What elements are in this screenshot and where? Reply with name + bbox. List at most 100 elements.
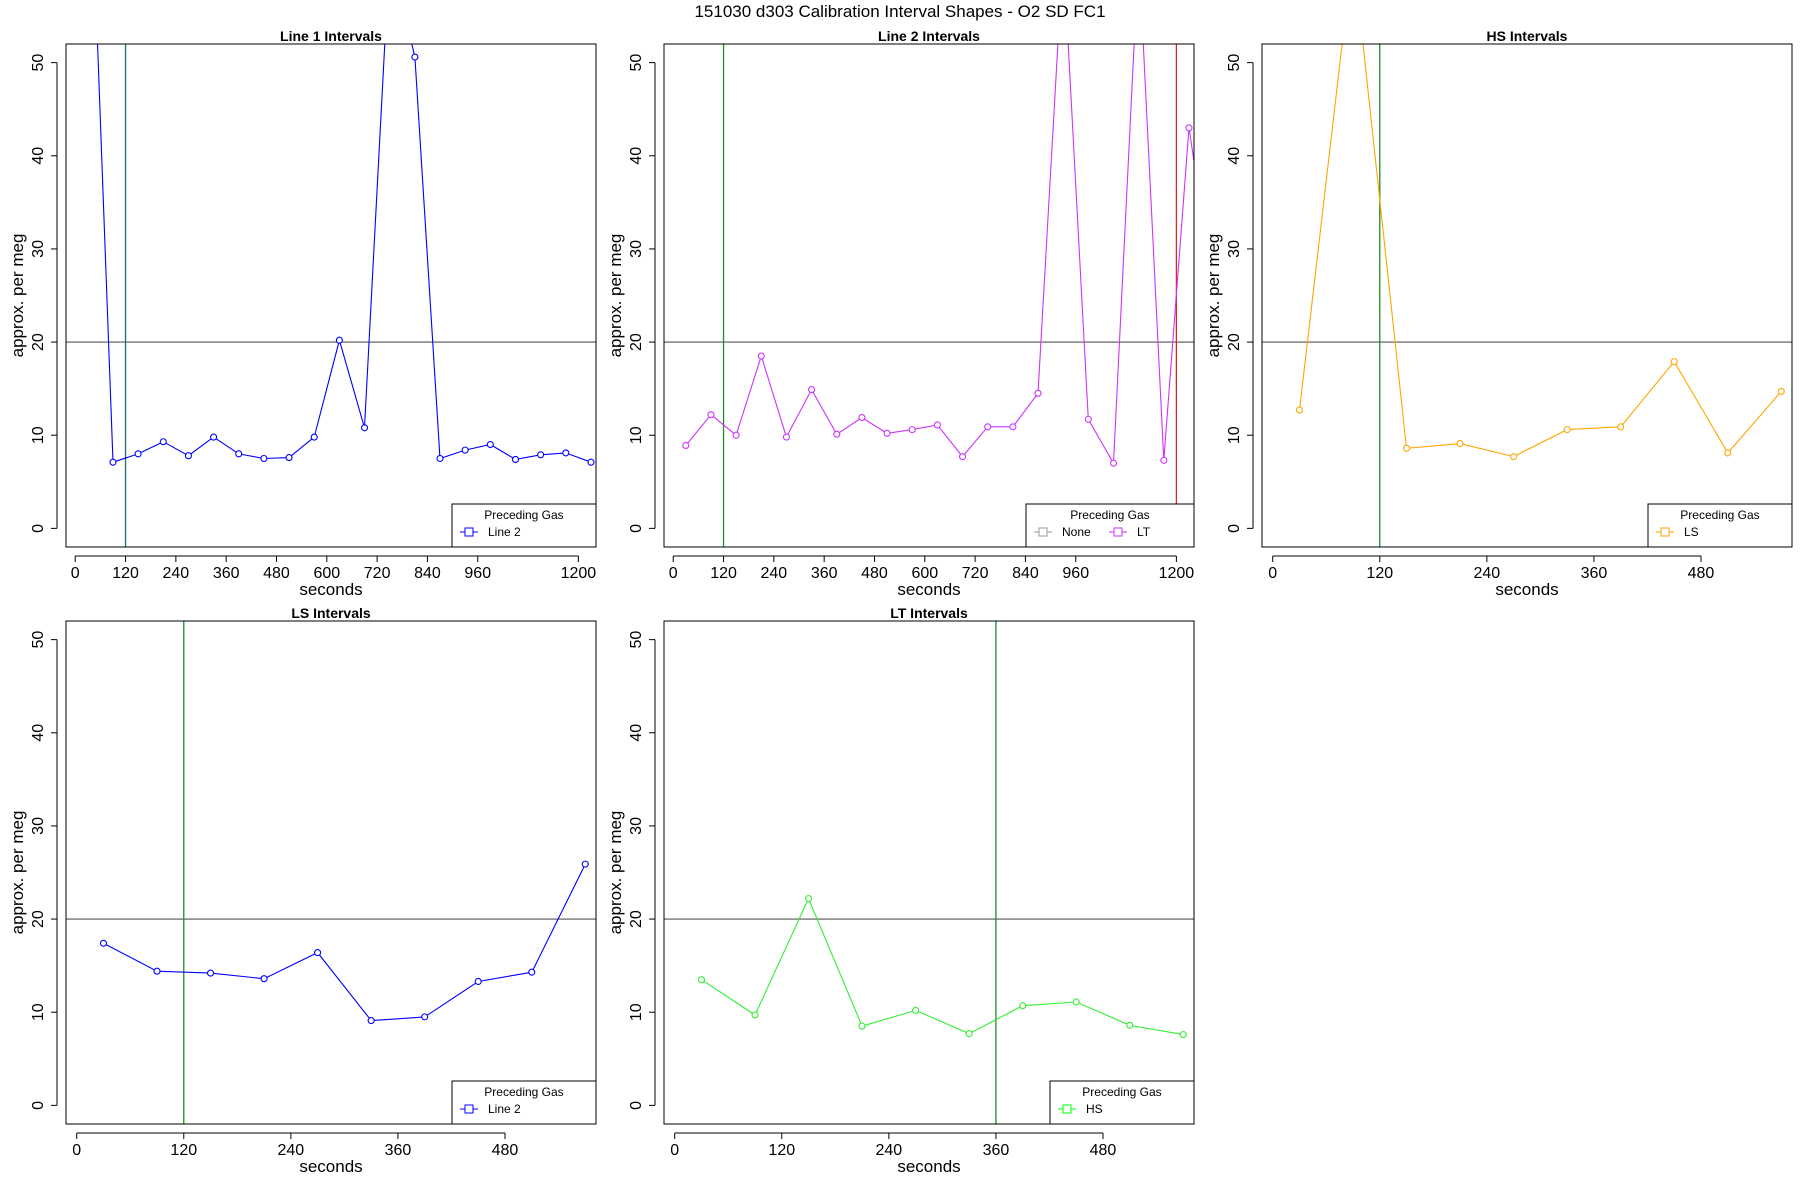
panel-5-y-tick-label: 40 bbox=[628, 724, 645, 742]
panel-1-y-tick-label: 30 bbox=[30, 240, 47, 258]
panel-3-y-tick-label: 40 bbox=[1226, 147, 1243, 165]
panel-3-plot-frame bbox=[1261, 43, 1793, 548]
panel-1-data-point-19 bbox=[537, 451, 545, 459]
panel-4-legend-title: Preceding Gas bbox=[484, 1085, 563, 1099]
panel-4-legend: Preceding Gas Line 2 bbox=[451, 1080, 597, 1125]
panel-5-y-tick-label: 30 bbox=[628, 817, 645, 835]
panel-5-x-tick-label: 480 bbox=[1090, 1142, 1117, 1159]
figure-title: 151030 d303 Calibration Interval Shapes … bbox=[694, 2, 1105, 21]
panel-2-title: Line 2 Intervals bbox=[878, 28, 980, 44]
panel-4-title: LS Intervals bbox=[291, 605, 371, 621]
panel-3-legend-swatch-marker bbox=[1660, 527, 1670, 537]
panel-1-y-tick-label: 50 bbox=[30, 54, 47, 72]
panel-1-legend-swatch-marker bbox=[464, 527, 474, 537]
panel-5-legend-entry: HS bbox=[1086, 1102, 1103, 1116]
panel-2-data-point-13 bbox=[984, 423, 992, 431]
panel-2-data-point-1 bbox=[682, 441, 690, 450]
panel-2-data-point-15 bbox=[1034, 389, 1042, 397]
panel-3-data-point-8 bbox=[1670, 358, 1678, 366]
panel-5-data-point-3 bbox=[804, 895, 813, 903]
panel-1-title: Line 1 Intervals bbox=[280, 28, 382, 44]
panel-4-legend-entry: Line 2 bbox=[488, 1102, 521, 1116]
panel-1-legend-title: Preceding Gas bbox=[484, 508, 563, 522]
panel-1-legend-box bbox=[451, 503, 597, 548]
panel-1-legend-entry: Line 2 bbox=[488, 525, 521, 539]
panel-4-y-tick-label: 0 bbox=[30, 1101, 47, 1110]
panel-1-x-tick-label: 480 bbox=[263, 565, 290, 582]
panel-3-data-point-10 bbox=[1777, 387, 1785, 395]
panel-5-data-point-2 bbox=[751, 1011, 759, 1019]
panel-1-data-point-18 bbox=[511, 455, 520, 463]
panel-2-y-tick-label: 50 bbox=[628, 54, 645, 72]
panel-4-y-tick-label: 40 bbox=[30, 724, 47, 742]
panel-2-x-tick-label: 960 bbox=[1062, 565, 1089, 582]
panel-2-data-point-6 bbox=[808, 386, 816, 394]
panel-4-data-point-4 bbox=[260, 975, 268, 983]
panel-3-data-point-5 bbox=[1510, 453, 1518, 461]
panel-5-data-point-10 bbox=[1179, 1031, 1187, 1039]
panel-5-x-axis-label: seconds bbox=[897, 1157, 960, 1176]
panel-1-data-point-17 bbox=[486, 440, 494, 449]
panel-3-x-tick-label: 240 bbox=[1473, 565, 1500, 582]
panel-2-data-point-7 bbox=[833, 430, 841, 438]
panel-1-data-point-7 bbox=[235, 450, 243, 458]
panel-4-y-tick-label: 30 bbox=[30, 817, 47, 835]
panel-2-legend-entry: None bbox=[1062, 525, 1091, 539]
panel-2-x-axis-label: seconds bbox=[897, 580, 960, 599]
panel-4-data-point-5 bbox=[314, 949, 322, 957]
panel-3-y-tick-label: 30 bbox=[1226, 240, 1243, 258]
panel-4-x-tick-label: 120 bbox=[170, 1142, 197, 1159]
panel-1-data-point-8 bbox=[260, 454, 268, 463]
panel-5-x-tick-label: 120 bbox=[768, 1142, 795, 1159]
panel-3-x-tick-label: 120 bbox=[1366, 565, 1393, 582]
panel-3-x-tick-label: 0 bbox=[1268, 565, 1277, 582]
panel-1-data-point-21 bbox=[587, 458, 595, 466]
panel-4-data-point-7 bbox=[421, 1013, 429, 1021]
panel-5-x-tick-label: 0 bbox=[670, 1142, 679, 1159]
panel-4-y-tick-label: 50 bbox=[30, 631, 47, 649]
panel-2-x-tick-label: 240 bbox=[761, 565, 788, 582]
panel-2-data-point-5 bbox=[782, 433, 790, 441]
panel-1-data-point-20 bbox=[562, 449, 570, 457]
panel-2-data-point-2 bbox=[707, 411, 715, 419]
panel-5: LT Intervals 0 120 240 360 480 seconds 0 10 20 30 4… bbox=[606, 605, 1195, 1176]
panel-3-x-axis-label: seconds bbox=[1495, 580, 1558, 599]
panel-3-y-tick-label: 20 bbox=[1226, 333, 1243, 351]
panel-3: HS Intervals 0 120 240 360 480 seconds 0 10 20 30 4… bbox=[1204, 28, 1793, 599]
panel-2-legend-box bbox=[1025, 503, 1195, 548]
panel-5-data-point-9 bbox=[1126, 1021, 1134, 1029]
panel-3-x-tick-label: 480 bbox=[1688, 565, 1715, 582]
panel-5-data-point-5 bbox=[912, 1006, 920, 1014]
panel-5-y-tick-label: 50 bbox=[628, 631, 645, 649]
panel-1-x-tick-label: 720 bbox=[364, 565, 391, 582]
panel-3-legend: Preceding Gas LS bbox=[1647, 503, 1793, 548]
panel-2-y-tick-label: 20 bbox=[628, 333, 645, 351]
panel-5-x-tick-label: 360 bbox=[983, 1142, 1010, 1159]
panel-3-data-point-9 bbox=[1724, 449, 1732, 457]
panel-1-x-tick-label: 600 bbox=[313, 565, 340, 582]
panel-3-y-axis-label: approx. per meg bbox=[1204, 234, 1223, 358]
panel-1-y-tick-label: 0 bbox=[30, 524, 47, 533]
panel-5-plot-frame bbox=[663, 620, 1195, 1125]
panel-4-data-point-3 bbox=[206, 969, 215, 977]
panel-4-y-tick-label: 10 bbox=[30, 1003, 47, 1021]
panel-2-data-point-10 bbox=[908, 426, 916, 434]
panel-4-data-point-6 bbox=[367, 1017, 375, 1025]
panel-5-x-tick-label: 240 bbox=[875, 1142, 902, 1159]
panel-2-y-tick-label: 10 bbox=[628, 426, 645, 444]
panel-4-data-point-10 bbox=[581, 860, 589, 868]
panel-2-data-point-17 bbox=[1084, 415, 1092, 423]
panel-5-legend-swatch-marker bbox=[1062, 1104, 1072, 1114]
panel-1-data-point-11 bbox=[335, 336, 343, 344]
panel-1-x-axis-label: seconds bbox=[299, 580, 362, 599]
panel-3-y-tick-label: 10 bbox=[1226, 426, 1243, 444]
panel-1-legend: Preceding Gas Line 2 bbox=[451, 503, 597, 548]
panel-5-series-line bbox=[701, 897, 1184, 1036]
panel-2: Line 2 Intervals 0 120 240 360 480 600 720 840 96… bbox=[606, 28, 1195, 599]
panel-3-legend-title: Preceding Gas bbox=[1680, 508, 1759, 522]
panel-2-x-tick-label: 0 bbox=[669, 565, 678, 582]
panel-5-y-tick-label: 10 bbox=[628, 1003, 645, 1021]
panel-5-y-tick-label: 20 bbox=[628, 910, 645, 928]
panel-2-y-axis-label: approx. per meg bbox=[606, 234, 625, 358]
panel-3-y-tick-label: 50 bbox=[1226, 54, 1243, 72]
